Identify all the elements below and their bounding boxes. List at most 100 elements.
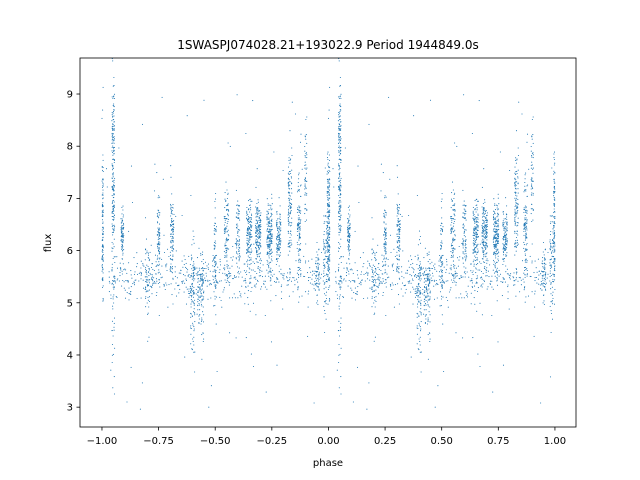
data-point [170, 266, 172, 269]
data-point [339, 103, 341, 105]
data-point [398, 231, 401, 233]
data-point [504, 247, 506, 249]
data-point [246, 240, 248, 242]
data-point [441, 207, 443, 209]
data-point [515, 212, 517, 214]
data-point [440, 295, 443, 297]
data-point [475, 268, 477, 270]
data-point [250, 252, 252, 254]
data-point [326, 153, 329, 155]
data-point [554, 191, 556, 193]
data-point [271, 233, 273, 235]
data-point [190, 316, 192, 318]
data-point [339, 96, 341, 98]
data-point [196, 313, 198, 315]
data-point [279, 223, 281, 225]
data-point [553, 221, 555, 223]
data-point [552, 262, 554, 264]
data-point [397, 238, 400, 240]
data-point [111, 329, 113, 332]
data-point [236, 212, 238, 214]
data-point [398, 268, 400, 270]
data-point [158, 263, 160, 265]
data-point [157, 282, 159, 285]
data-point [214, 264, 217, 266]
data-point [549, 248, 551, 250]
data-point [484, 261, 486, 263]
data-point [380, 282, 382, 284]
data-point [323, 239, 325, 241]
data-point [465, 267, 467, 269]
data-point [453, 213, 455, 216]
data-point [484, 212, 486, 214]
data-point [306, 180, 308, 182]
data-point [368, 262, 370, 265]
data-point [260, 286, 263, 288]
data-point [236, 217, 238, 219]
data-point [339, 112, 341, 114]
data-point [476, 209, 478, 211]
data-point [325, 256, 328, 258]
data-point [271, 260, 273, 262]
data-point [483, 207, 485, 209]
data-point [213, 228, 216, 230]
data-point [497, 226, 499, 228]
data-point [524, 258, 527, 260]
data-point [372, 291, 374, 293]
data-point [256, 254, 258, 256]
data-point [229, 267, 231, 269]
data-point [270, 239, 272, 241]
data-point [441, 261, 443, 263]
data-point [428, 270, 431, 272]
data-point [428, 280, 430, 282]
data-point [339, 213, 341, 215]
data-point [298, 172, 300, 174]
data-point [250, 244, 252, 246]
data-point [197, 270, 199, 272]
data-point [230, 275, 232, 277]
data-point [506, 221, 508, 223]
data-point [325, 262, 327, 264]
data-point [248, 227, 250, 229]
data-point [172, 225, 174, 227]
data-point [101, 204, 103, 206]
data-point [462, 241, 464, 243]
data-point [238, 239, 241, 241]
data-point [192, 275, 195, 277]
data-point [249, 236, 251, 238]
data-point [462, 251, 464, 253]
data-point [318, 273, 320, 275]
data-point [231, 297, 234, 299]
data-point [472, 261, 474, 263]
data-point [480, 262, 482, 264]
data-point [553, 240, 555, 242]
data-point [450, 207, 452, 209]
data-point [550, 222, 552, 224]
data-point [158, 279, 160, 281]
data-point [269, 253, 271, 255]
data-point [207, 263, 210, 265]
data-point [452, 189, 454, 191]
data-point [317, 259, 319, 261]
data-point [158, 229, 160, 231]
data-point [495, 230, 497, 232]
data-point [453, 267, 455, 269]
data-point [517, 280, 519, 282]
data-point [374, 257, 376, 259]
data-point [338, 60, 340, 62]
data-point [156, 221, 159, 223]
data-point [453, 266, 455, 268]
data-point [267, 247, 269, 249]
data-point [101, 264, 103, 266]
data-point [340, 177, 342, 179]
data-point [190, 290, 192, 292]
data-point [255, 235, 258, 237]
data-point [414, 290, 416, 292]
data-point [236, 223, 238, 225]
data-point [202, 268, 204, 270]
data-point [172, 244, 174, 246]
data-point [111, 180, 114, 182]
data-point [111, 212, 113, 214]
data-point [289, 162, 291, 164]
data-point [194, 266, 196, 268]
